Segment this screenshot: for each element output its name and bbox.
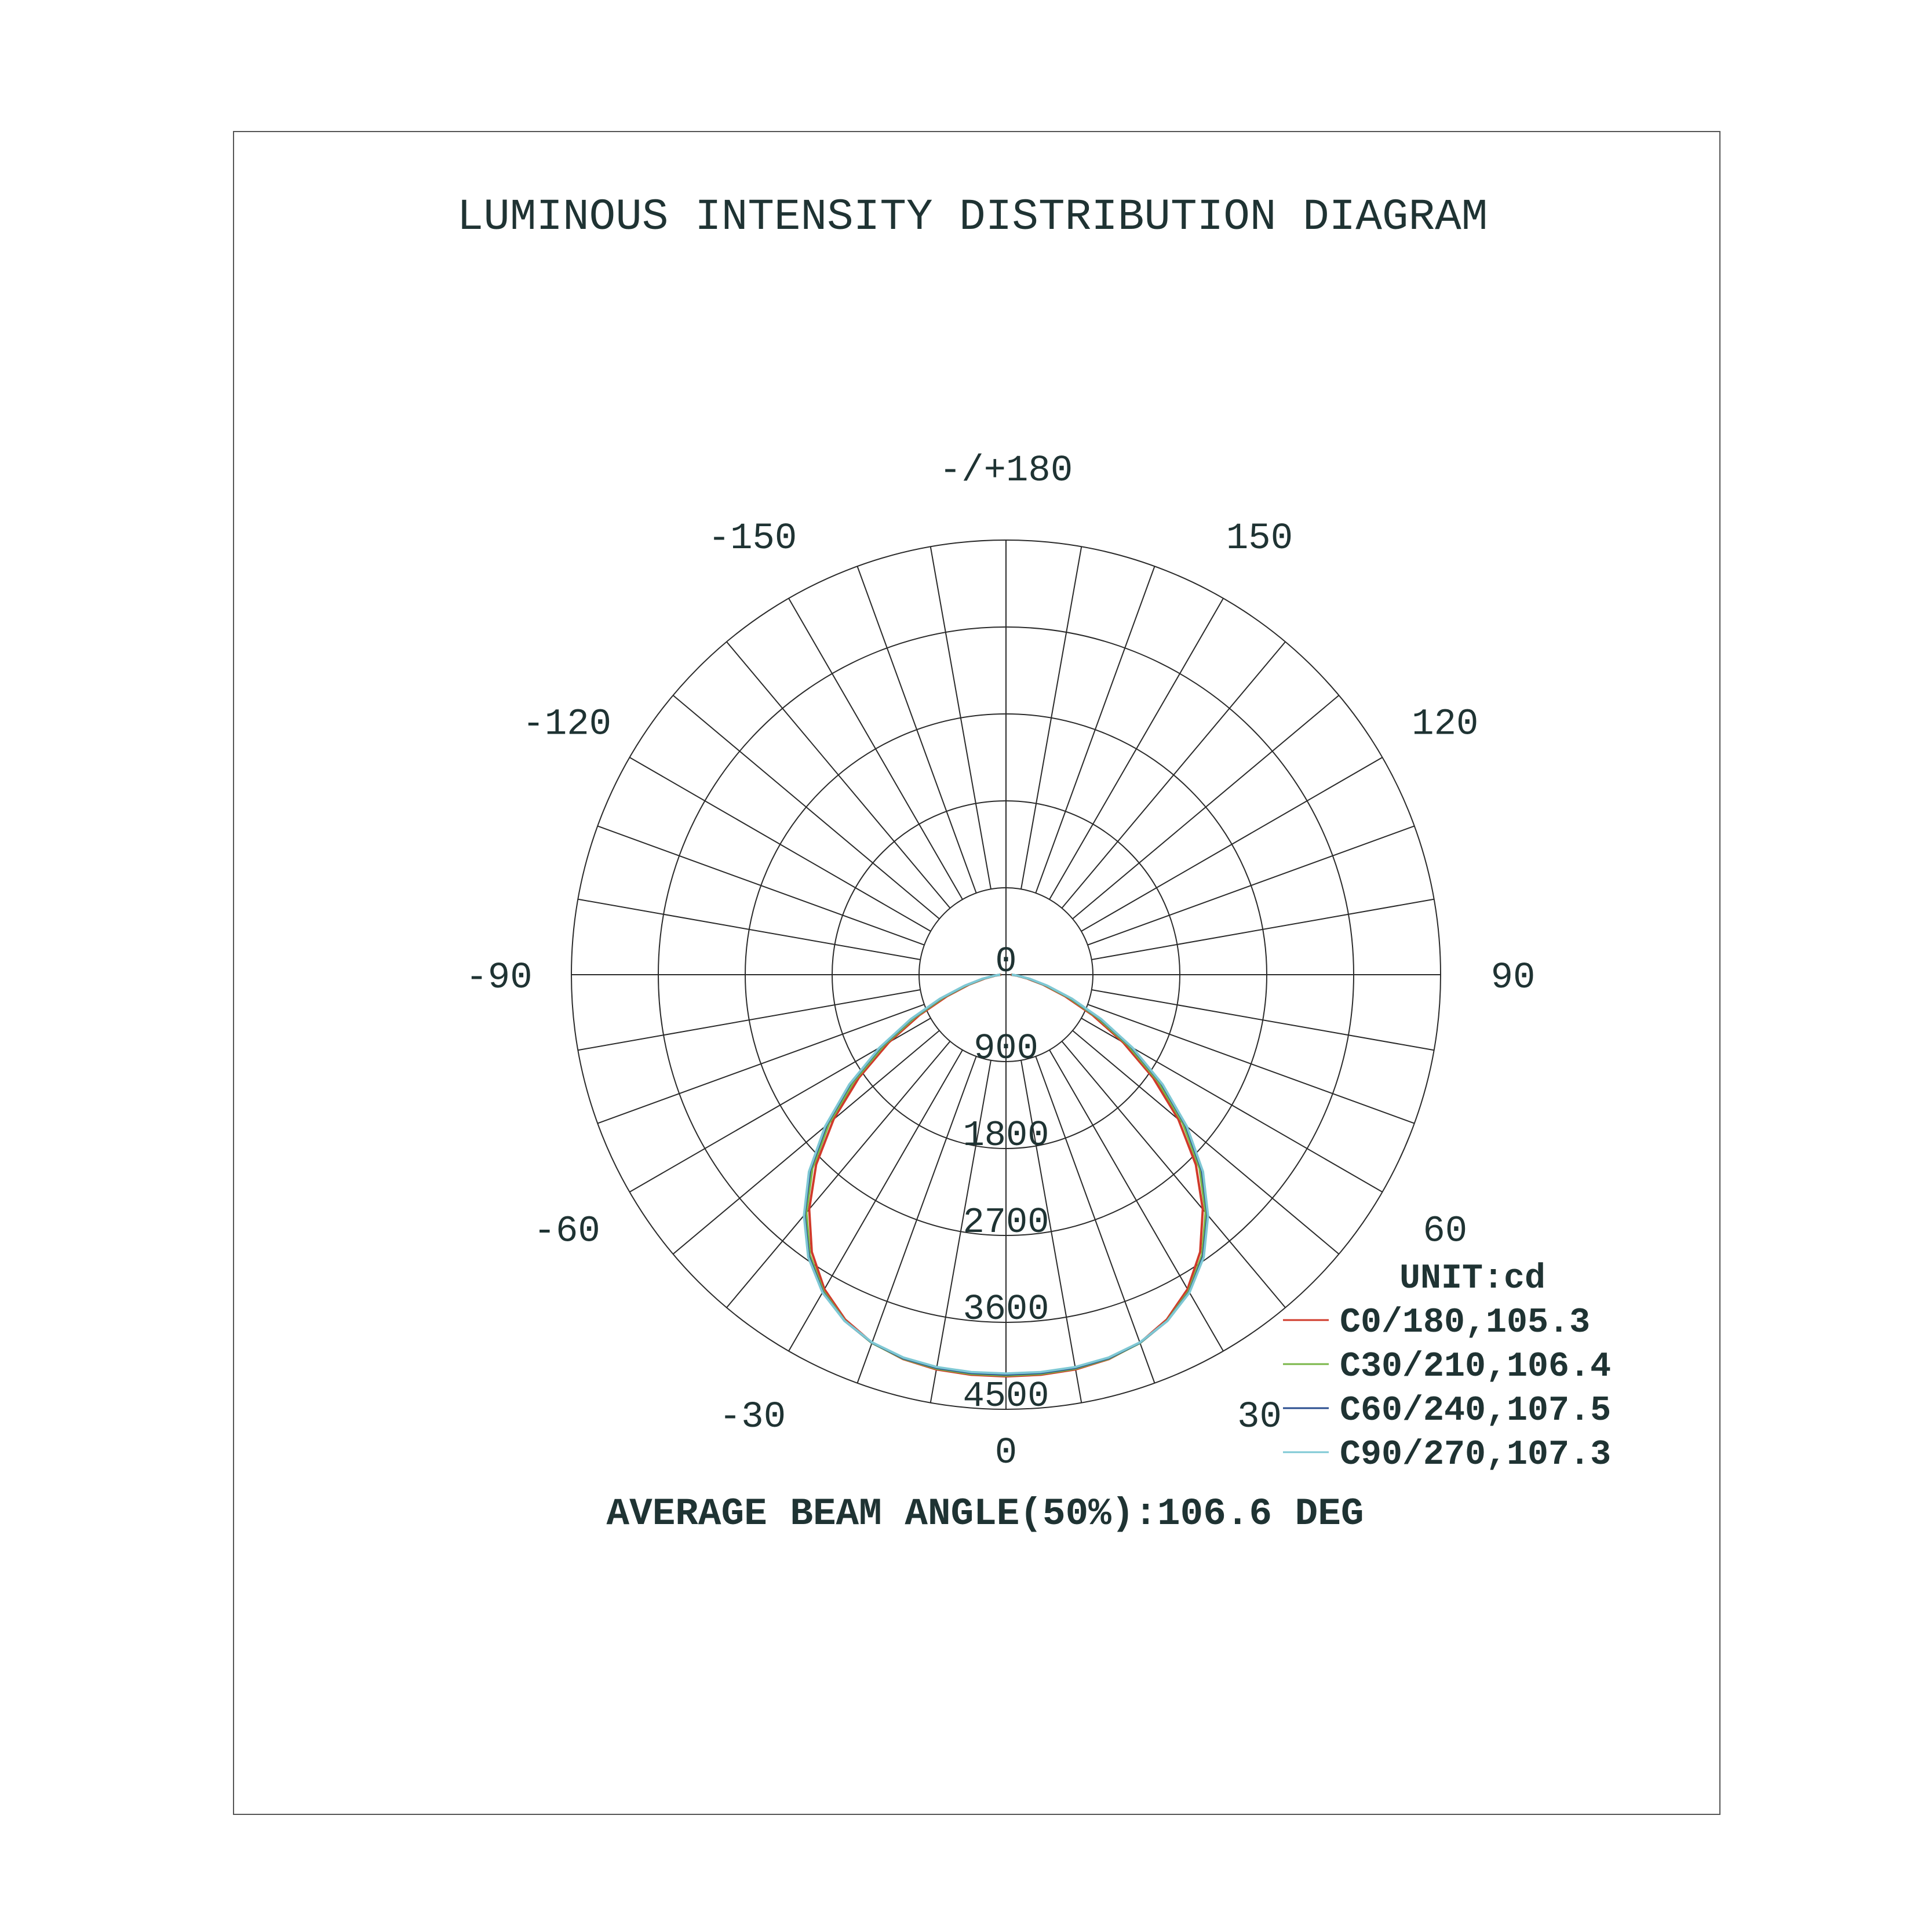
grid-spoke xyxy=(726,641,951,909)
angle-label: 60 xyxy=(1423,1211,1467,1253)
grid-spoke xyxy=(1020,546,1082,890)
grid-spoke xyxy=(726,1041,951,1308)
intensity-curves xyxy=(803,974,1209,1378)
angle-label: 30 xyxy=(1237,1397,1282,1438)
grid-spoke xyxy=(1035,1056,1155,1384)
grid-spoke xyxy=(629,757,931,932)
legend-unit: UNIT:cd xyxy=(1399,1259,1545,1299)
grid-spoke xyxy=(929,1060,991,1403)
grid-spoke xyxy=(1087,1004,1415,1124)
legend-label: C60/240,107.5 xyxy=(1340,1391,1611,1431)
radial-tick-label: 2700 xyxy=(963,1202,1049,1243)
angle-label: 120 xyxy=(1412,704,1478,746)
grid-spoke xyxy=(788,597,963,900)
grid-spoke xyxy=(856,566,977,894)
chart-frame xyxy=(233,131,1720,1815)
legend: UNIT:cd C0/180,105.3C30/210,106.4C60/240… xyxy=(1283,1259,1611,1475)
angle-label: 0 xyxy=(995,1432,1017,1474)
polar-grid xyxy=(571,539,1441,1410)
angle-label: 150 xyxy=(1226,518,1293,560)
angle-label: -90 xyxy=(465,957,532,999)
grid-spoke xyxy=(929,546,991,890)
grid-spoke xyxy=(1049,1049,1224,1352)
grid-spoke xyxy=(1061,641,1286,909)
angle-label: 90 xyxy=(1491,957,1536,999)
beam-angle-text: AVERAGE BEAM ANGLE(50%):106.6 DEG xyxy=(606,1492,1364,1536)
angle-label: -60 xyxy=(534,1211,600,1253)
grid-spoke xyxy=(578,989,921,1051)
legend-label: C90/270,107.3 xyxy=(1340,1435,1611,1475)
grid-spoke xyxy=(856,1056,977,1384)
angle-label: -/+180 xyxy=(939,450,1073,492)
grid-spoke xyxy=(1072,695,1340,920)
angle-label: -30 xyxy=(719,1397,786,1438)
radial-tick-label: 900 xyxy=(974,1028,1038,1069)
grid-spoke xyxy=(1081,757,1383,932)
grid-spoke xyxy=(1087,825,1415,946)
radial-tick-label: 4500 xyxy=(963,1376,1049,1417)
radial-tick-label: 1800 xyxy=(963,1115,1049,1156)
grid-spoke xyxy=(672,1030,940,1255)
grid-spoke xyxy=(788,1049,963,1352)
series-curve xyxy=(803,974,1209,1375)
grid-spoke xyxy=(1072,1030,1340,1255)
grid-spoke xyxy=(578,898,921,960)
grid-spoke xyxy=(597,1004,925,1124)
chart-title: LUMINOUS INTENSITY DISTRIBUTION DIAGRAM xyxy=(457,192,1488,242)
grid-spoke xyxy=(1091,898,1434,960)
angle-label: -150 xyxy=(708,518,797,560)
radial-tick-label: 3600 xyxy=(963,1289,1049,1330)
grid-spoke xyxy=(1091,989,1434,1051)
angle-labels: 0 30 60 90 120 150 -/+180 -150 -120 -90 -60 -30 xyxy=(465,450,1535,1474)
angle-label: -120 xyxy=(522,704,611,746)
grid-spoke xyxy=(1061,1041,1286,1308)
grid-spoke xyxy=(1020,1060,1082,1403)
legend-label: C30/210,106.4 xyxy=(1340,1347,1611,1387)
grid-spoke xyxy=(1049,597,1224,900)
grid-spoke xyxy=(597,825,925,946)
grid-spoke xyxy=(672,695,940,920)
grid-spoke xyxy=(1035,566,1155,894)
legend-label: C0/180,105.3 xyxy=(1340,1303,1590,1343)
